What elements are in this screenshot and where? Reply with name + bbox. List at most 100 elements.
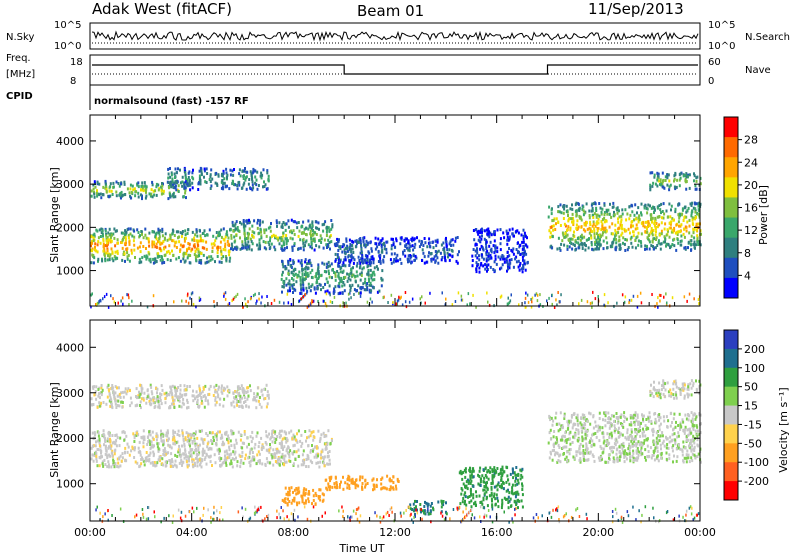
data-cell bbox=[505, 257, 508, 261]
data-cell bbox=[240, 186, 243, 190]
data-cell bbox=[185, 252, 187, 256]
nave-tick-bottom: 0 bbox=[708, 76, 714, 87]
data-cell bbox=[536, 293, 539, 297]
data-cell bbox=[196, 401, 199, 405]
data-cell bbox=[506, 242, 509, 246]
data-cell bbox=[694, 217, 697, 221]
data-cell bbox=[644, 247, 646, 251]
data-cell bbox=[214, 461, 217, 465]
data-cell bbox=[499, 295, 502, 299]
data-cell bbox=[302, 231, 305, 235]
data-cell bbox=[248, 461, 251, 464]
data-cell bbox=[682, 219, 685, 222]
data-cell bbox=[515, 491, 517, 495]
data-cell bbox=[500, 483, 503, 487]
data-cell bbox=[395, 239, 398, 243]
data-cell bbox=[145, 247, 147, 250]
data-cell bbox=[464, 467, 467, 471]
data-cell bbox=[507, 302, 510, 306]
data-cell bbox=[208, 228, 211, 232]
data-band bbox=[167, 166, 270, 192]
data-cell bbox=[237, 400, 240, 403]
data-cell bbox=[654, 227, 657, 231]
data-cell bbox=[325, 486, 328, 490]
data-cell bbox=[343, 289, 346, 293]
data-cell bbox=[349, 260, 352, 264]
data-cell bbox=[565, 204, 568, 208]
data-cell bbox=[241, 404, 244, 408]
data-cell bbox=[285, 234, 288, 237]
data-cell bbox=[599, 238, 601, 242]
data-cell bbox=[305, 265, 308, 269]
data-cell bbox=[684, 177, 687, 181]
data-cell bbox=[590, 241, 593, 244]
data-cell bbox=[119, 192, 122, 195]
data-cell bbox=[621, 227, 624, 231]
data-cell bbox=[295, 438, 297, 442]
data-cell bbox=[501, 473, 504, 477]
data-cell bbox=[171, 179, 174, 183]
data-cell bbox=[96, 229, 99, 233]
data-cell bbox=[98, 437, 101, 441]
data-cell bbox=[328, 241, 331, 245]
data-cell bbox=[198, 443, 201, 447]
data-cell bbox=[267, 178, 270, 182]
data-cell bbox=[155, 434, 158, 438]
data-cell bbox=[247, 182, 250, 186]
data-cell bbox=[188, 451, 191, 455]
data-cell bbox=[589, 220, 592, 224]
data-cell bbox=[281, 498, 284, 502]
data-cell bbox=[301, 272, 304, 276]
cpid-label: CPID bbox=[6, 91, 33, 102]
data-cell bbox=[424, 500, 426, 504]
data-cell bbox=[597, 221, 600, 225]
data-cell bbox=[190, 433, 193, 437]
data-cell bbox=[147, 240, 150, 244]
data-cell bbox=[315, 281, 318, 285]
data-cell bbox=[144, 233, 147, 237]
data-cell bbox=[318, 282, 321, 286]
data-cell bbox=[294, 268, 297, 271]
data-cell bbox=[121, 258, 124, 262]
data-cell bbox=[490, 247, 493, 251]
data-cell bbox=[698, 213, 701, 217]
data-cell bbox=[205, 167, 208, 171]
data-cell bbox=[243, 389, 246, 393]
data-cell bbox=[236, 226, 239, 229]
data-cell bbox=[381, 476, 384, 480]
data-cell bbox=[262, 240, 265, 244]
data-cell bbox=[597, 240, 600, 244]
data-cell bbox=[191, 394, 194, 398]
data-cell bbox=[259, 459, 261, 463]
data-cell bbox=[169, 182, 171, 186]
data-cell bbox=[301, 498, 304, 502]
data-cell bbox=[116, 404, 119, 407]
data-cell bbox=[271, 440, 274, 444]
data-cell bbox=[323, 299, 325, 303]
data-cell bbox=[272, 463, 275, 467]
data-cell bbox=[222, 247, 225, 251]
data-cell bbox=[101, 259, 104, 263]
data-cell bbox=[518, 250, 520, 254]
data-cell bbox=[216, 432, 218, 436]
data-cell bbox=[194, 250, 197, 253]
data-cell bbox=[369, 281, 372, 285]
data-cell bbox=[235, 401, 238, 405]
data-cell bbox=[160, 439, 163, 443]
data-cell bbox=[109, 440, 112, 444]
data-cell bbox=[472, 475, 475, 479]
data-cell bbox=[482, 498, 485, 502]
data-cell bbox=[191, 247, 194, 251]
data-cell bbox=[505, 465, 508, 469]
data-cell bbox=[255, 406, 258, 410]
data-cell bbox=[224, 235, 227, 239]
data-cell bbox=[178, 404, 181, 408]
data-cell bbox=[331, 485, 334, 489]
data-cell bbox=[358, 478, 361, 482]
data-cell bbox=[195, 395, 198, 399]
data-cell bbox=[277, 238, 280, 242]
data-cell bbox=[178, 450, 181, 454]
data-cell bbox=[153, 452, 155, 456]
data-cell bbox=[350, 248, 352, 252]
